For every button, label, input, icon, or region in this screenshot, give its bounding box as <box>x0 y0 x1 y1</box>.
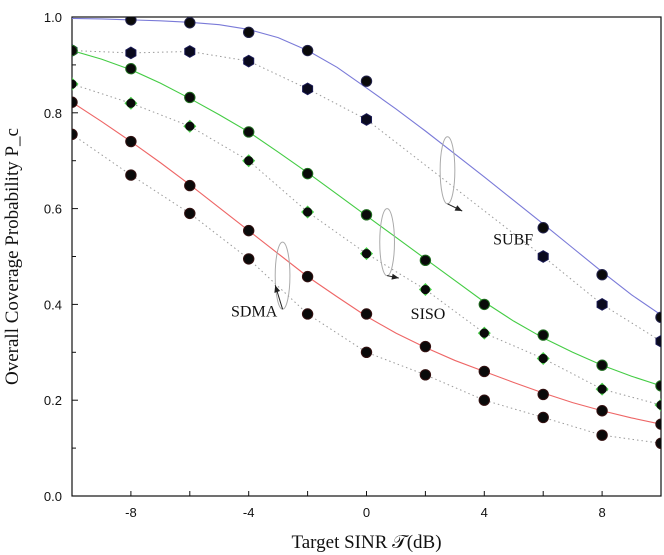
siso-dotted-point <box>597 384 607 394</box>
subf-analytical-line <box>72 17 661 316</box>
x-tick-label: -8 <box>125 505 137 520</box>
siso-dotted-point <box>656 400 661 410</box>
siso-dotted-point <box>538 353 548 364</box>
subf-dotted-point <box>302 82 314 96</box>
sdma-dotted-point <box>243 253 255 265</box>
subf-ellipse <box>439 136 456 205</box>
siso-dotted-line <box>72 83 661 406</box>
subf-dotted-point <box>537 250 549 263</box>
subf-dotted-point <box>125 46 137 60</box>
subf-sim-point <box>243 26 255 39</box>
sdma-dotted-point <box>419 369 432 381</box>
siso-sim-point <box>655 380 661 392</box>
sdma-sim-point <box>655 418 661 430</box>
siso-dotted-point <box>420 284 430 295</box>
sdma-sim-point <box>301 270 314 283</box>
siso-sim-point <box>360 209 373 221</box>
sdma-sim-point <box>72 96 78 108</box>
y-tick-label: 0.2 <box>44 393 62 408</box>
siso-sim-point <box>596 359 608 371</box>
subf-dotted-point <box>596 298 608 311</box>
sdma-dotted-point <box>360 346 373 358</box>
sdma-sim-point <box>243 224 255 237</box>
siso-dotted-point <box>361 249 372 259</box>
sdma-dotted-point <box>537 411 549 424</box>
sdma-sim-point <box>125 135 137 148</box>
siso-sim-point <box>125 63 137 75</box>
subf-dotted-point <box>243 54 255 68</box>
sdma-sim-point <box>360 308 373 320</box>
siso-dotted-point <box>303 207 313 217</box>
siso-dotted-point <box>72 79 77 89</box>
sdma-ellipse <box>274 241 291 310</box>
sdma-dotted-point <box>72 128 78 141</box>
subf-arrowhead <box>454 205 463 211</box>
sdma-dotted-point <box>655 437 661 450</box>
subf-sim-point <box>596 269 608 281</box>
siso-dotted-point <box>126 98 136 108</box>
siso-sim-point <box>72 44 78 57</box>
x-axis-title: Target SINR 𝒯(dB) <box>291 532 441 553</box>
siso-dotted-point <box>185 121 195 131</box>
subf-sim-point <box>301 44 314 57</box>
siso-sim-point <box>537 329 549 341</box>
sdma-sim-point <box>419 340 432 353</box>
siso-dotted-point <box>479 328 489 338</box>
subf-sim-point <box>360 75 373 87</box>
siso-arrowhead <box>391 273 399 280</box>
sdma-dotted-point <box>125 169 137 181</box>
subf-dotted-point <box>360 113 373 126</box>
subf-dotted-point <box>655 334 661 348</box>
subf-sim-point <box>537 222 549 234</box>
axis-ticks: -8 -4 0 4 8 0.0 0.2 0.4 0.6 0.8 1.0 <box>44 10 662 520</box>
y-tick-label: 1.0 <box>44 10 62 25</box>
axis-labels: Target SINR 𝒯(dB) Overall Coverage Proba… <box>2 128 442 553</box>
subf-dotted-line <box>72 50 661 342</box>
sdma-sim-point <box>537 388 549 401</box>
y-axis-title: Overall Coverage Probability P_c <box>2 128 23 385</box>
subf-sim-point <box>655 311 661 324</box>
siso-label: SISO <box>411 306 446 323</box>
siso-sim-point <box>419 254 432 267</box>
subf-sim-point <box>184 17 196 29</box>
series-layer <box>72 17 661 450</box>
x-tick-label: 0 <box>363 505 370 520</box>
y-tick-label: 0.4 <box>44 297 62 312</box>
sdma-arrowhead <box>274 285 281 293</box>
sdma-sim-point <box>184 179 196 192</box>
siso-sim-point <box>184 91 196 104</box>
subf-dotted-point <box>184 45 196 58</box>
sdma-dotted-line <box>72 133 661 444</box>
y-tick-label: 0.8 <box>44 106 62 121</box>
sdma-dotted-point <box>184 207 196 220</box>
sdma-dotted-point <box>596 429 608 441</box>
x-tick-label: 4 <box>481 505 488 520</box>
siso-dotted-point <box>244 156 254 166</box>
sdma-dotted-point <box>301 308 314 320</box>
sdma-sim-point <box>596 405 608 417</box>
sdma-dotted-point <box>478 394 490 406</box>
x-tick-label: -4 <box>243 505 255 520</box>
subf-label: SUBF <box>493 232 533 249</box>
sdma-sim-point <box>478 365 490 378</box>
subf-sim-point <box>125 17 137 26</box>
annotations-layer: SUBF SISO SDMA <box>231 136 533 323</box>
y-tick-label: 0.6 <box>44 202 62 217</box>
sdma-analytical-line <box>72 101 661 425</box>
sdma-label: SDMA <box>231 303 278 320</box>
siso-sim-point <box>243 126 255 138</box>
y-tick-label: 0.0 <box>44 489 62 504</box>
siso-ellipse <box>379 208 395 277</box>
x-tick-label: 8 <box>598 505 605 520</box>
siso-sim-point <box>301 167 314 180</box>
siso-sim-point <box>478 298 490 311</box>
